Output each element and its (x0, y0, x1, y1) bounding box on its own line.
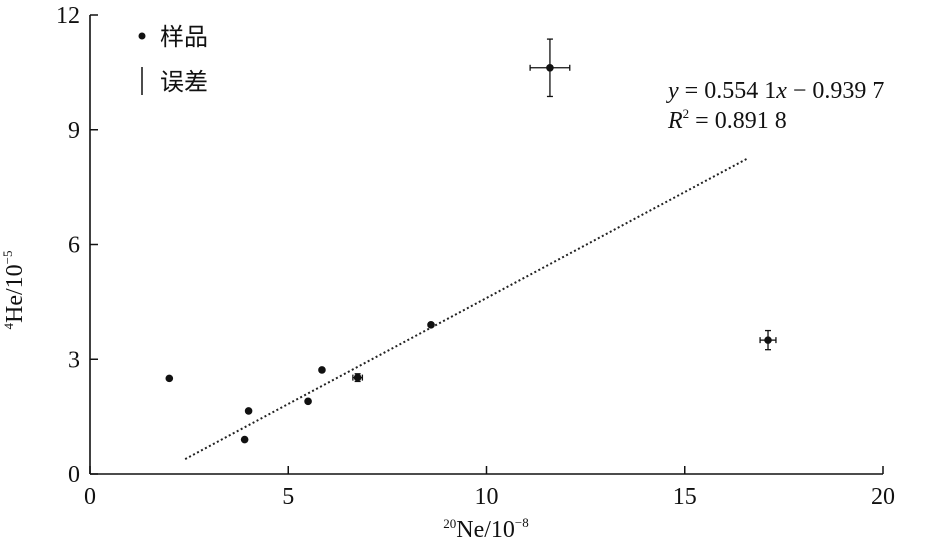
data-point (318, 366, 326, 374)
legend-label-error: 误差 (160, 68, 208, 96)
r-squared-line: R2 = 0.891 8 (667, 106, 787, 134)
y-label-base: He/10 (2, 264, 28, 323)
data-point (427, 321, 435, 329)
x-label-base: Ne/10 (456, 517, 515, 543)
x-tick-label: 20 (871, 484, 895, 510)
x-label-superscript: 20 (443, 516, 456, 531)
data-point (764, 336, 772, 344)
legend-dot-marker (138, 32, 146, 40)
y-axis-label: 4He/10−5 (0, 251, 28, 330)
regression-line (184, 157, 749, 460)
ticks (89, 14, 884, 475)
data-point (546, 63, 554, 72)
eq-slope: = 0.554 1 (679, 78, 777, 104)
y-label-exponent: −5 (0, 251, 15, 265)
fit-equation: y = 0.554 1x − 0.939 7 R2 = 0.891 8 (666, 78, 884, 134)
y-tick-label: 12 (56, 3, 80, 29)
data-point (304, 397, 312, 406)
x-tick-label: 0 (84, 484, 96, 510)
x-tick-label: 15 (673, 484, 697, 510)
legend-label-sample: 样品 (160, 23, 208, 51)
x-label-exponent: −8 (515, 515, 529, 530)
data-point (240, 435, 249, 444)
x-tick-label: 10 (475, 484, 499, 510)
x-tick-label: 5 (282, 484, 294, 510)
legend: 样品 误差 (138, 23, 208, 96)
eq-r-exponent: 2 (683, 106, 690, 121)
eq-intercept: − 0.939 7 (787, 78, 885, 104)
y-tick-label: 6 (68, 233, 80, 259)
eq-r-value: = 0.891 8 (689, 108, 787, 134)
y-tick-label: 9 (68, 118, 80, 144)
eq-y: y (666, 78, 679, 104)
data-point (244, 407, 253, 415)
data-points (165, 38, 777, 444)
fit-line (184, 157, 749, 460)
data-point (165, 374, 174, 383)
y-tick-label: 0 (68, 462, 80, 488)
eq-r: R (667, 108, 683, 134)
equation-line: y = 0.554 1x − 0.939 7 (666, 78, 884, 104)
y-label-superscript: 4 (1, 323, 16, 330)
eq-x: x (775, 78, 787, 104)
tick-labels: 0 5 10 15 20 0 3 6 9 12 (56, 3, 895, 510)
x-axis-label: 20Ne/10−8 (443, 515, 529, 543)
data-point (353, 373, 362, 382)
y-tick-label: 3 (68, 347, 80, 373)
